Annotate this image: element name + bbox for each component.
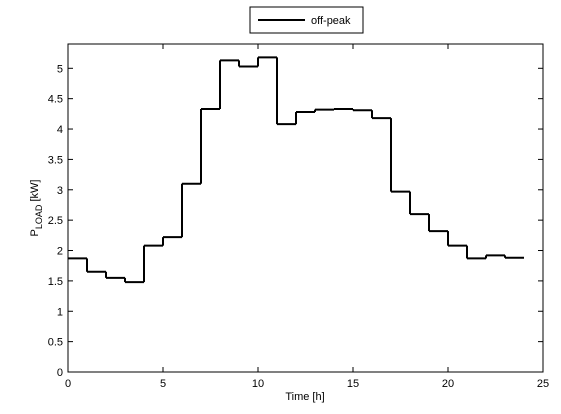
y-label-unit: [kW] <box>29 180 41 205</box>
x-tick-label: 15 <box>347 378 359 390</box>
y-tick-label: 2.5 <box>48 215 63 227</box>
y-axis-label: PLOAD [kW] <box>29 180 44 237</box>
y-tick-label: 4 <box>57 124 63 136</box>
y-tick-label: 3 <box>57 185 63 197</box>
y-tick-label: 0.5 <box>48 337 63 349</box>
y-tick-label: 0 <box>57 367 63 379</box>
y-tick-label: 1 <box>57 306 63 318</box>
y-label-sub: LOAD <box>34 204 44 229</box>
y-tick-label: 2 <box>57 246 63 258</box>
y-tick-label: 3.5 <box>48 154 63 166</box>
x-axis-label: Time [h] <box>285 391 324 403</box>
y-tick-label: 4.5 <box>48 94 63 106</box>
x-tick-label: 25 <box>537 378 549 390</box>
y-tick-label: 5 <box>57 63 63 75</box>
y-label-main: P <box>29 229 41 236</box>
x-tick-label: 10 <box>252 378 264 390</box>
plot-frame <box>67 43 544 373</box>
x-tick-label: 0 <box>65 378 71 390</box>
legend-label: off-peak <box>311 15 351 27</box>
legend: off-peak <box>249 6 364 34</box>
x-tick-label: 5 <box>160 378 166 390</box>
x-tick-label: 20 <box>442 378 454 390</box>
y-tick-label: 1.5 <box>48 276 63 288</box>
